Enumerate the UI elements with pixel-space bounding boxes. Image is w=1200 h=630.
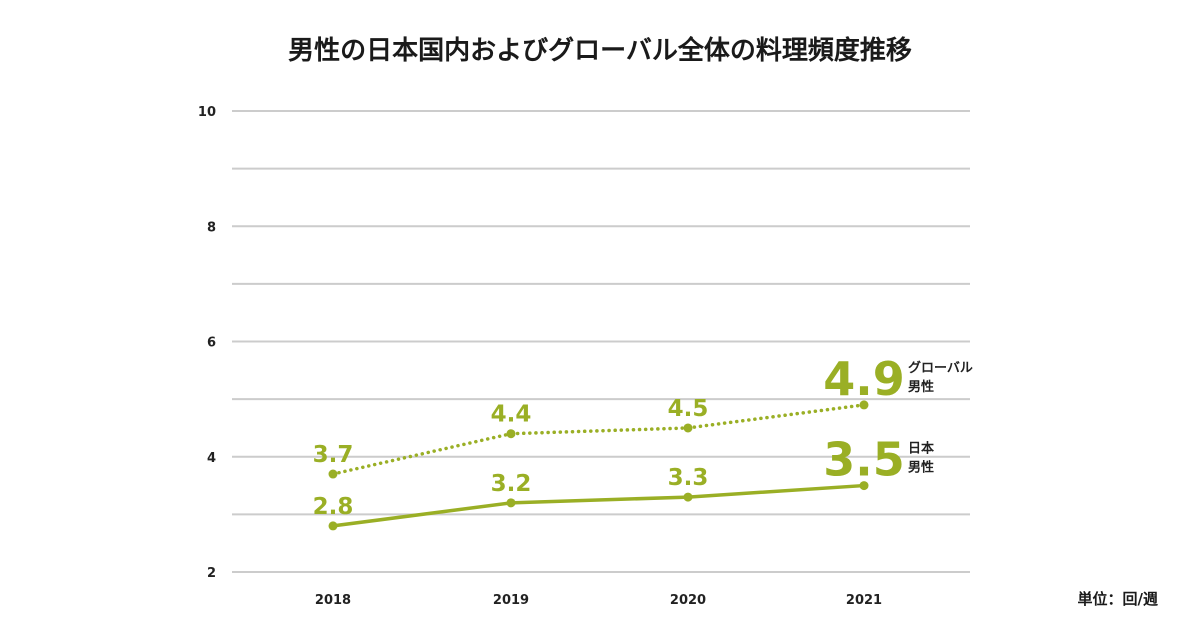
x-tick-label: 2019	[493, 593, 529, 608]
series-line	[331, 483, 866, 528]
data-label: 3.3	[668, 465, 709, 491]
series-name-line2: 男性	[908, 379, 934, 395]
y-axis-ticks: 2 4 6 8 10	[198, 105, 216, 581]
data-label: 4.4	[491, 402, 532, 428]
data-point	[506, 498, 516, 508]
data-label: 3.7	[313, 442, 354, 468]
data-point	[328, 469, 338, 479]
data-point	[683, 492, 693, 502]
data-label: 3.5	[823, 433, 905, 487]
series-name-line1: グローバル	[908, 360, 973, 376]
data-point	[859, 400, 869, 410]
series-name-line1: 日本	[908, 441, 934, 457]
grid-layer	[232, 110, 970, 573]
data-point	[328, 521, 338, 531]
unit-label: 単位：回/週	[1077, 590, 1158, 608]
x-tick-label: 2021	[846, 593, 882, 608]
x-tick-label: 2020	[670, 593, 706, 608]
data-point	[859, 481, 869, 491]
y-tick-label: 6	[207, 336, 216, 351]
data-label: 4.5	[668, 396, 709, 422]
data-label: 4.9	[823, 352, 905, 406]
series-name-line2: 男性	[908, 460, 934, 476]
data-label: 2.8	[313, 494, 354, 520]
data-label: 3.2	[491, 471, 532, 497]
x-tick-label: 2018	[315, 593, 351, 608]
series-line	[331, 403, 866, 476]
chart-title: 男性の日本国内およびグローバル全体の料理頻度推移	[288, 36, 912, 66]
x-axis-ticks: 2018 2019 2020 2021	[315, 593, 882, 608]
y-tick-label: 8	[207, 220, 216, 235]
y-tick-label: 10	[198, 105, 216, 120]
y-tick-label: 2	[207, 566, 216, 581]
data-point	[683, 423, 693, 433]
data-point	[506, 429, 516, 439]
y-tick-label: 4	[207, 451, 216, 466]
